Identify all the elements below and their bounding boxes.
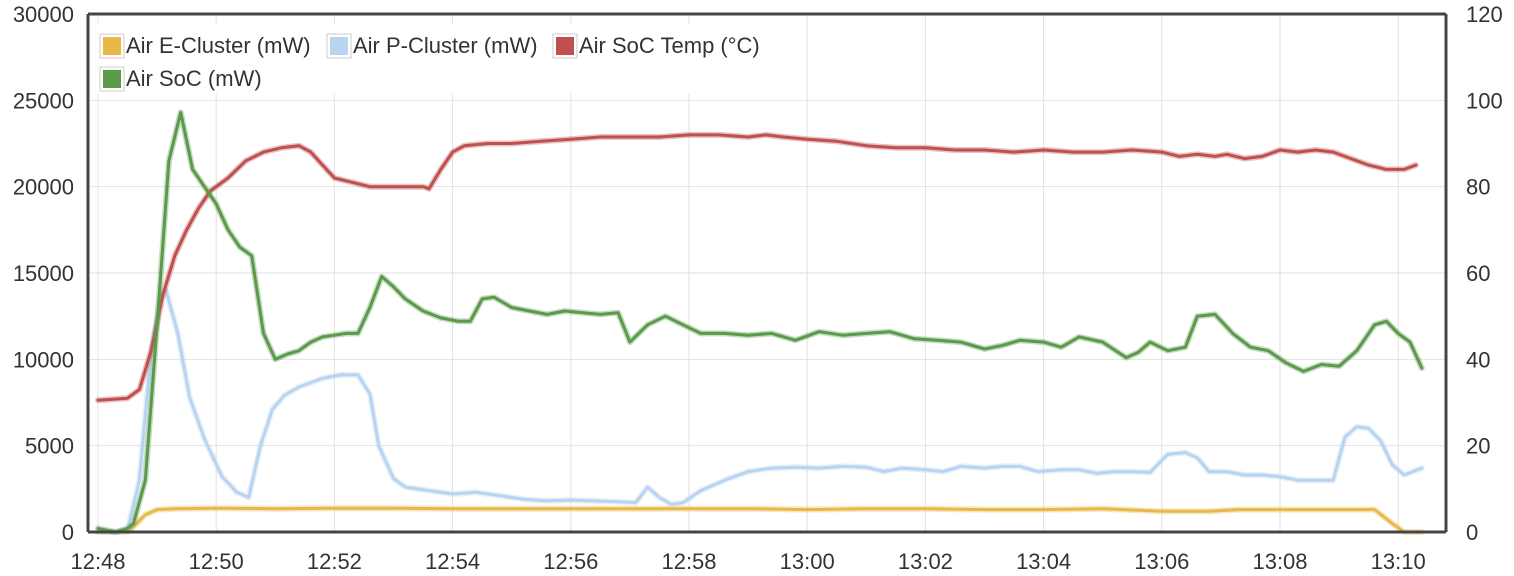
x-tick-label: 13:08	[1252, 549, 1307, 574]
x-tick-label: 12:54	[425, 549, 480, 574]
y-right-tick-label: 80	[1466, 175, 1490, 200]
series-line-2	[96, 133, 1418, 402]
axis-labels: 0 5000 10000 15000 20000 25000 30000 0 20 40 60 80 1…	[13, 2, 1503, 574]
y-left-tick-label: 5000	[25, 434, 74, 459]
legend-label: Air P-Cluster (mW)	[353, 33, 538, 58]
y-left-tick-label: 30000	[13, 2, 74, 27]
grid-layer	[88, 13, 1446, 533]
series-line-0	[96, 506, 1424, 534]
y-left-tick-label: 10000	[13, 347, 74, 372]
x-tick-label: 12:56	[543, 549, 598, 574]
x-tick-label: 12:58	[661, 549, 716, 574]
x-tick-label: 12:48	[70, 549, 125, 574]
x-tick-label: 13:10	[1371, 549, 1426, 574]
y-left-tick-label: 20000	[13, 175, 74, 200]
y-right-tick-label: 120	[1466, 2, 1503, 27]
x-tick-label: 12:52	[307, 549, 362, 574]
y-right-tick-label: 40	[1466, 347, 1490, 372]
series-line-1	[96, 288, 1424, 534]
x-tick-label: 13:06	[1134, 549, 1189, 574]
x-tick-label: 13:04	[1016, 549, 1071, 574]
legend-swatch	[330, 37, 348, 55]
legend-swatch	[103, 37, 121, 55]
x-tick-label: 13:02	[898, 549, 953, 574]
legend-swatch	[103, 70, 121, 88]
y-left-tick-label: 0	[62, 520, 74, 545]
legend-label: Air SoC (mW)	[126, 66, 262, 91]
y-left-tick-label: 15000	[13, 261, 74, 286]
x-tick-label: 13:00	[780, 549, 835, 574]
legend-background	[94, 24, 794, 94]
x-tick-label: 12:50	[189, 549, 244, 574]
y-right-tick-label: 20	[1466, 434, 1490, 459]
series-halo-2	[95, 131, 1419, 404]
legend: Air E-Cluster (mW) Air P-Cluster (mW) Air …	[94, 24, 794, 94]
legend-label: Air SoC Temp (°C)	[579, 33, 760, 58]
legend-swatch	[556, 37, 574, 55]
y-right-tick-label: 100	[1466, 88, 1503, 113]
y-right-tick-label: 0	[1466, 520, 1478, 545]
series-line-3	[96, 110, 1424, 534]
series-layer	[95, 109, 1425, 535]
y-right-tick-label: 60	[1466, 261, 1490, 286]
legend-label: Air E-Cluster (mW)	[126, 33, 311, 58]
plot-frame	[86, 12, 1448, 534]
y-left-tick-label: 25000	[13, 88, 74, 113]
